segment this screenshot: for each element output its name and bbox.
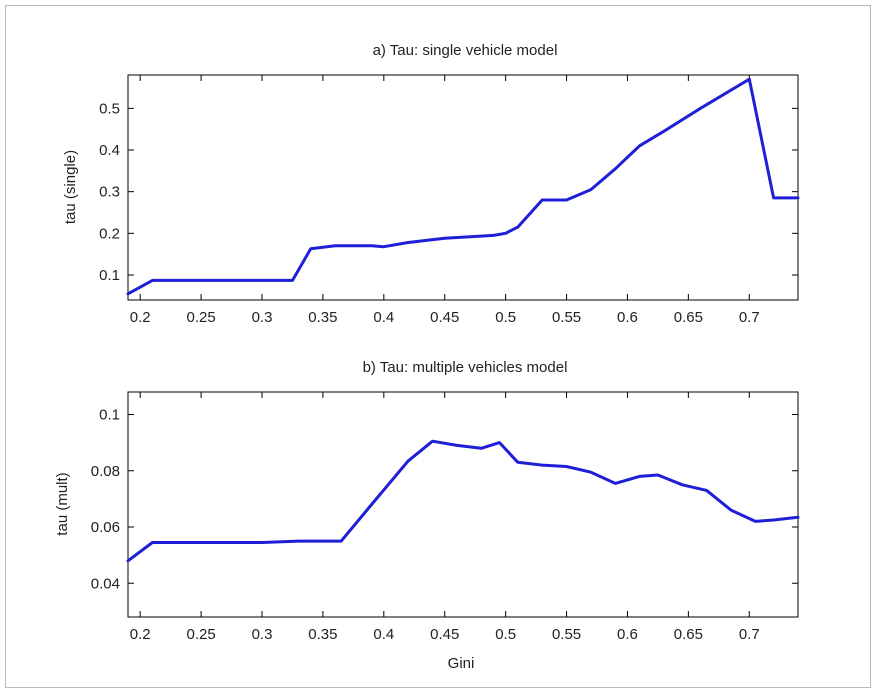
subplot-mult: b) Tau: multiple vehicles model 0.2 0.25 0… [54,359,800,672]
subplot-single-title: a) Tau: single vehicle model [373,42,558,59]
subplot-mult-xtick-label: 0.55 [552,626,581,643]
subplot-mult-axes-frame [127,391,799,618]
subplot-single-tick-labels: 0.2 0.25 0.3 0.35 0.4 0.45 0.5 0.55 0.6 0.65 0.7 0.… [99,100,760,326]
subplot-mult-xtick-label: 0.25 [186,626,215,643]
subplot-single-xtick-label: 0.65 [674,309,703,326]
subplot-single-xtick-label: 0.45 [430,309,459,326]
subplot-single-ticks [128,75,798,300]
subplot-mult-xtick-label: 0.65 [674,626,703,643]
subplot-single-ylabel: tau (single) [62,150,79,224]
subplot-single-ytick-label: 0.5 [99,100,120,117]
subplot-single-ytick-label: 0.2 [99,225,120,242]
subplot-single: a) Tau: single vehicle model 0.2 0.25 0.3 0… [62,42,800,326]
subplot-single-xtick-label: 0.5 [495,309,516,326]
subplot-single-ytick-label: 0.1 [99,267,120,284]
subplot-single-xtick-label: 0.4 [373,309,394,326]
subplot-single-xtick-label: 0.7 [739,309,760,326]
subplot-single-xtick-label: 0.3 [252,309,273,326]
subplot-mult-ticks [128,392,798,617]
subplot-mult-series-line [126,439,800,563]
subplot-single-series-line [126,77,800,296]
subplot-single-xtick-label: 0.2 [130,309,151,326]
subplot-single-ytick-label: 0.3 [99,184,120,201]
subplot-mult-ytick-label: 0.06 [91,519,120,536]
subplot-mult-ytick-label: 0.1 [99,407,120,424]
subplot-single-xtick-label: 0.25 [186,309,215,326]
subplot-mult-ytick-label: 0.08 [91,463,120,480]
subplot-mult-xtick-label: 0.45 [430,626,459,643]
subplot-mult-xtick-label: 0.5 [495,626,516,643]
subplot-mult-ytick-label: 0.04 [91,575,120,592]
subplot-single-ytick-label: 0.4 [99,142,120,159]
subplot-single-xtick-label: 0.35 [308,309,337,326]
subplot-mult-xtick-label: 0.35 [308,626,337,643]
subplot-mult-xtick-label: 0.3 [252,626,273,643]
subplot-mult-xtick-label: 0.6 [617,626,638,643]
subplot-mult-tick-labels: 0.2 0.25 0.3 0.35 0.4 0.45 0.5 0.55 0.6 0.65 0.7 0.… [91,407,760,644]
subplot-mult-ylabel: tau (mult) [54,472,71,535]
subplot-mult-xtick-label: 0.7 [739,626,760,643]
subplot-mult-xtick-label: 0.2 [130,626,151,643]
subplot-mult-title: b) Tau: multiple vehicles model [363,359,568,376]
subplot-single-axes-frame [127,74,799,301]
subplot-mult-xtick-label: 0.4 [373,626,394,643]
subplot-mult-xlabel: Gini [448,655,475,672]
subplot-single-xtick-label: 0.55 [552,309,581,326]
subplot-single-xtick-label: 0.6 [617,309,638,326]
